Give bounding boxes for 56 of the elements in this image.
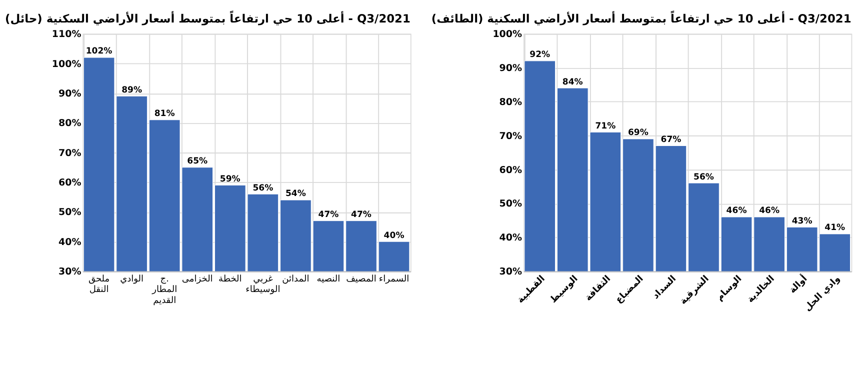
data-label: 69% [628,128,649,138]
x-tick-label: الخزامى [182,274,213,284]
data-label: 67% [660,134,682,145]
y-tick-label: 60% [499,164,523,176]
y-tick-label: 70% [58,148,82,159]
y-tick-label: 60% [58,178,82,189]
y-tick-label: 110% [52,29,82,40]
chart-title: أعلى 10 حي ارتفاعاً بمتوسط أسعار الأراضي السكنية (الطائف) - Q3/2021 [431,10,852,26]
data-label: 84% [562,77,584,88]
x-tick-label: ج. المطار القديم [151,274,178,306]
data-label: 81% [154,109,176,120]
y-tick-label: 90% [58,88,82,100]
data-label: 47% [318,210,340,220]
data-label: 46% [726,206,748,216]
data-label: 40% [384,230,405,241]
x-tick-label: الثقافة [584,274,613,304]
y-tick-label: 100% [492,29,523,40]
x-tick-label: الخالدية [746,274,777,306]
data-label: 46% [759,206,780,216]
y-tick-label: 100% [52,58,82,70]
x-tick-label: الخطة [218,274,242,284]
x-tick-label: غربي الوسيطاء [246,274,280,296]
y-tick-label: 40% [58,236,82,248]
x-tick-label: الوسام [715,274,744,304]
x-tick-label: أوالة [786,272,810,296]
data-label: 89% [122,85,142,96]
y-tick-label: 80% [499,96,523,108]
data-label: 41% [824,223,846,234]
x-tick-label: الوسيط [548,274,580,306]
x-tick-label: المضباع [614,274,646,306]
data-label: 65% [187,156,208,167]
y-tick-label: 90% [499,63,523,74]
data-label: 43% [792,216,813,226]
y-tick-label: 40% [499,232,523,244]
x-tick-label: الوادي [120,274,144,284]
data-label: 102% [86,46,113,57]
y-tick-label: 30% [58,266,82,278]
chart-title: أعلى 10 حي ارتفاعاً بمتوسط أسعار الأراضي السكنية (حائل) - Q3/2021 [5,10,410,26]
y-tick-label: 80% [58,118,82,130]
data-label: 47% [351,210,372,220]
y-tick-label: 50% [58,207,82,218]
y-tick-label: 50% [499,198,523,210]
data-label: 56% [694,172,714,182]
x-tick-label: المدائن [282,274,310,284]
data-label: 56% [252,183,274,194]
x-tick-label: السمراء [378,274,410,284]
x-tick-label: المصيف [346,274,376,284]
x-tick-label: ملحق النقل [88,274,110,296]
data-label: 59% [220,174,241,184]
data-label: 54% [285,189,306,200]
data-label: 92% [530,50,551,60]
x-tick-label: النصيه [316,274,340,284]
y-tick-label: 70% [499,130,523,142]
x-tick-label: السداد [651,274,678,302]
x-tick-label: الشرقية [678,274,712,307]
data-label: 71% [595,121,616,132]
